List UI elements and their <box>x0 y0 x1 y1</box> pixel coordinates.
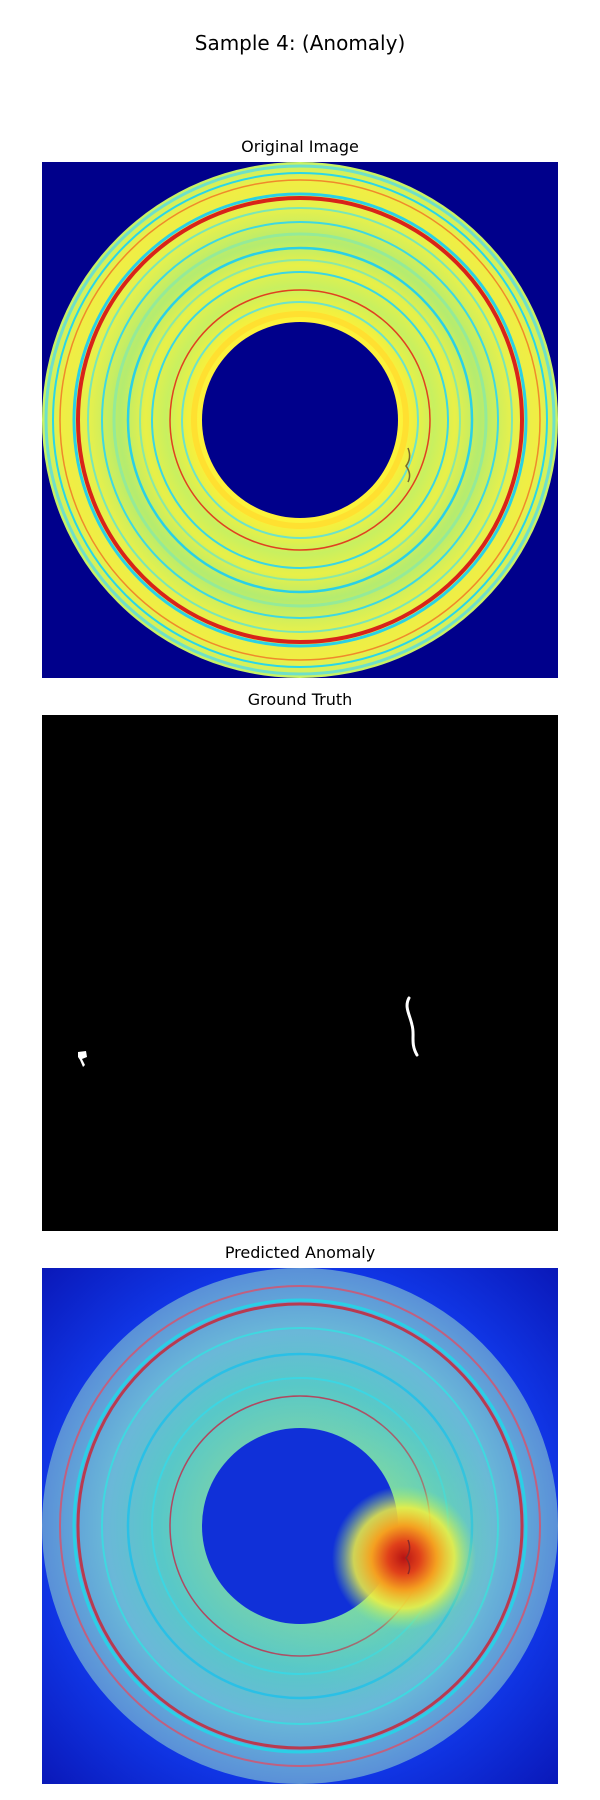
predicted-anomaly-heatmap <box>42 1268 558 1784</box>
ground-truth-title: Ground Truth <box>247 690 353 709</box>
original-image <box>42 162 558 678</box>
original-image-title: Original Image <box>241 137 359 156</box>
predicted-anomaly-title: Predicted Anomaly <box>224 1243 376 1262</box>
figure-title: Sample 4: (Anomaly) <box>194 31 406 55</box>
ground-truth-mask <box>42 715 558 1231</box>
original-image-panel <box>42 162 558 678</box>
ground-truth-panel <box>42 715 558 1231</box>
predicted-anomaly-panel <box>42 1268 558 1784</box>
